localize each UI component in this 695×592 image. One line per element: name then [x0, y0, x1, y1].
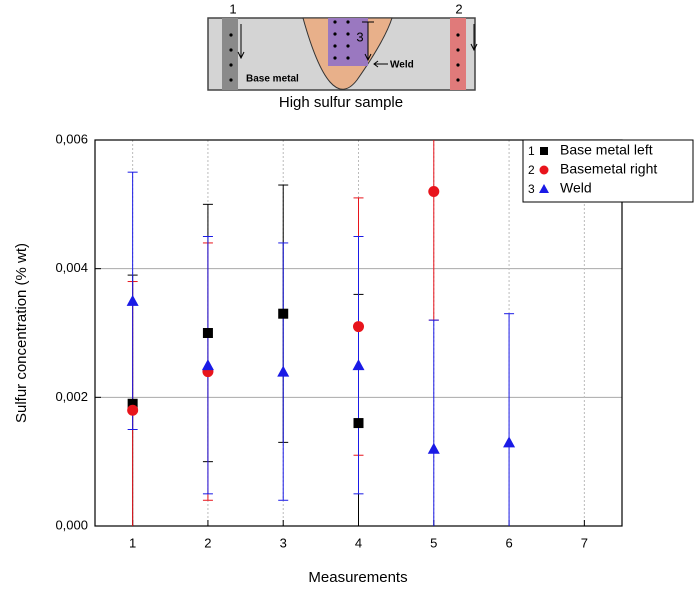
- label-3: 3: [356, 29, 363, 44]
- y-tick-label: 0,004: [55, 260, 88, 275]
- base-metal-label: Base metal: [246, 74, 299, 85]
- point: [278, 308, 289, 319]
- label-2: 2: [455, 1, 462, 16]
- diagram-caption: High sulfur sample: [279, 94, 403, 111]
- point: [503, 436, 516, 448]
- legend-box: [522, 139, 694, 203]
- x-tick-label: 7: [581, 535, 588, 550]
- point: [126, 294, 139, 306]
- legend-marker: [539, 184, 549, 193]
- point: [277, 365, 290, 377]
- point: [201, 359, 214, 371]
- weld-label: Weld: [390, 60, 414, 71]
- x-tick-label: 4: [355, 535, 362, 550]
- x-tick-label: 1: [129, 535, 136, 550]
- point: [352, 359, 365, 371]
- legend-marker: [539, 165, 549, 175]
- x-axis-label: Measurements: [308, 569, 407, 586]
- label-1: 1: [229, 1, 236, 16]
- point: [127, 404, 139, 416]
- y-axis-label: Sulfur concentration (% wt): [13, 243, 30, 423]
- arrows: [237, 21, 478, 68]
- y-tick-label: 0,000: [55, 517, 88, 532]
- legend-label: Base metal left: [560, 142, 653, 158]
- point: [202, 328, 213, 338]
- plot-area: [126, 140, 516, 526]
- x-tick-label: 6: [505, 535, 512, 550]
- legend-number: 3: [528, 182, 535, 196]
- x-tick-label: 5: [430, 535, 437, 550]
- point: [127, 398, 138, 409]
- x-tick-label: 3: [280, 535, 287, 550]
- y-tick-label: 0,002: [55, 389, 88, 404]
- legend-label: Basemetal right: [560, 161, 657, 177]
- point: [353, 418, 364, 429]
- left-zone: [222, 18, 238, 90]
- legend-marker: [540, 147, 548, 155]
- legend-label: Weld: [560, 180, 592, 196]
- sample-points: [229, 20, 460, 82]
- x-tick-label: 2: [204, 535, 211, 550]
- legend: 1 Base metal left 2 Basemetal right 3 Weld: [522, 139, 694, 203]
- point: [353, 321, 364, 333]
- sample-diagram: 1 2 3 Weld Base metal High sulfur sample: [207, 1, 478, 111]
- y-tick-label: 0,006: [55, 131, 88, 146]
- right-zone: [450, 18, 466, 90]
- point: [427, 442, 440, 454]
- legend-number: 1: [528, 144, 535, 158]
- legend-number: 2: [528, 163, 535, 177]
- point: [428, 185, 440, 197]
